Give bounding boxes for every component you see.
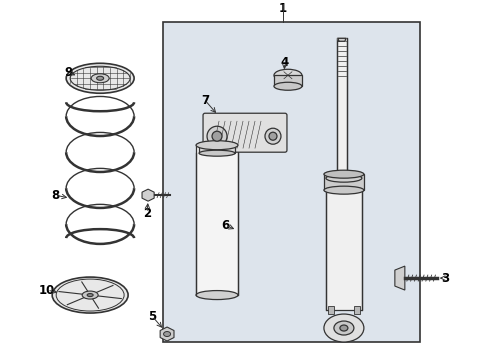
Ellipse shape <box>333 321 353 335</box>
Polygon shape <box>160 327 174 341</box>
Ellipse shape <box>323 170 363 178</box>
Text: 10: 10 <box>39 284 55 297</box>
Ellipse shape <box>264 128 281 144</box>
Text: 6: 6 <box>221 219 229 231</box>
Bar <box>199 145 235 153</box>
Ellipse shape <box>97 76 103 80</box>
Ellipse shape <box>212 131 222 141</box>
Ellipse shape <box>325 174 361 182</box>
Ellipse shape <box>273 82 301 90</box>
Polygon shape <box>394 266 404 290</box>
Text: 5: 5 <box>148 310 156 323</box>
Ellipse shape <box>91 74 109 83</box>
Bar <box>353 306 359 314</box>
Text: 8: 8 <box>51 189 59 202</box>
Ellipse shape <box>199 150 235 156</box>
Ellipse shape <box>87 293 93 297</box>
Bar <box>336 38 346 188</box>
Ellipse shape <box>196 141 238 150</box>
Ellipse shape <box>163 332 170 337</box>
Ellipse shape <box>66 63 134 93</box>
Text: 1: 1 <box>278 2 286 15</box>
Bar <box>323 174 363 190</box>
Text: 7: 7 <box>201 94 209 107</box>
Ellipse shape <box>268 132 276 140</box>
Text: 2: 2 <box>142 207 151 220</box>
Ellipse shape <box>82 291 98 299</box>
Text: 3: 3 <box>440 271 448 284</box>
Ellipse shape <box>323 186 363 194</box>
Polygon shape <box>142 189 154 201</box>
Bar <box>327 306 333 314</box>
FancyBboxPatch shape <box>203 113 286 152</box>
Ellipse shape <box>196 291 238 300</box>
Text: 4: 4 <box>280 56 288 69</box>
Bar <box>273 75 301 86</box>
Bar <box>163 22 419 342</box>
Bar <box>196 145 238 295</box>
Ellipse shape <box>323 314 363 342</box>
Ellipse shape <box>339 325 347 331</box>
Text: 9: 9 <box>64 66 72 79</box>
Ellipse shape <box>52 277 128 313</box>
Polygon shape <box>337 38 345 41</box>
Bar <box>325 178 361 310</box>
Ellipse shape <box>206 126 226 146</box>
Ellipse shape <box>273 69 301 81</box>
